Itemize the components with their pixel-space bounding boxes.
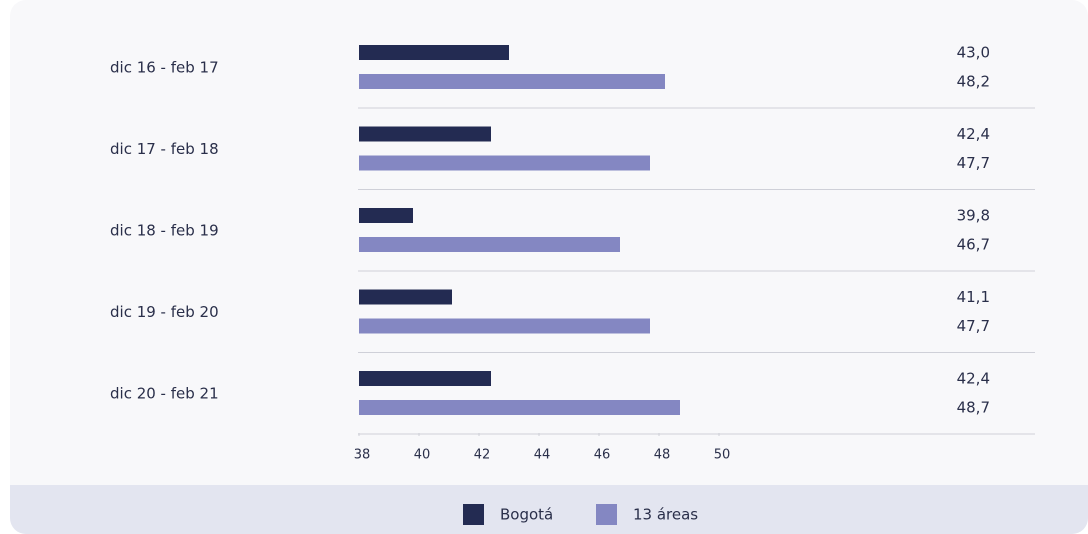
- value-label: 42,4: [957, 370, 990, 388]
- x-tick-label: 50: [714, 448, 731, 463]
- legend-swatch: [596, 504, 617, 525]
- bar: [359, 208, 413, 223]
- value-label: 48,7: [957, 399, 990, 417]
- legend-label: 13 áreas: [633, 506, 698, 524]
- value-label: 43,0: [957, 44, 990, 62]
- value-label: 41,1: [957, 288, 990, 306]
- bar: [359, 74, 665, 89]
- value-label: 42,4: [957, 125, 990, 143]
- bar: [359, 155, 650, 171]
- x-tick-label: 38: [354, 448, 371, 463]
- category-label: dic 19 - feb 20: [110, 303, 219, 321]
- legend-label: Bogotá: [500, 506, 553, 524]
- bar: [359, 318, 650, 334]
- bar: [359, 126, 491, 142]
- bar: [359, 45, 509, 60]
- category-label: dic 18 - feb 19: [110, 222, 219, 240]
- bar: [359, 289, 452, 305]
- x-tick-label: 46: [594, 448, 611, 463]
- x-tick-label: 42: [474, 448, 491, 463]
- bar: [359, 237, 620, 252]
- x-tick-label: 44: [534, 448, 551, 463]
- value-label: 39,8: [957, 207, 990, 225]
- category-label: dic 20 - feb 21: [110, 385, 219, 403]
- x-tick-label: 40: [414, 448, 431, 463]
- bar: [359, 371, 491, 386]
- value-label: 47,7: [957, 317, 990, 335]
- bar: [359, 400, 680, 415]
- legend-band: [10, 485, 1088, 534]
- value-label: 46,7: [957, 236, 990, 254]
- category-label: dic 17 - feb 18: [110, 140, 219, 158]
- legend-swatch: [463, 504, 484, 525]
- value-label: 48,2: [957, 73, 990, 91]
- value-label: 47,7: [957, 154, 990, 172]
- x-tick-label: 48: [654, 448, 671, 463]
- category-label: dic 16 - feb 17: [110, 59, 219, 77]
